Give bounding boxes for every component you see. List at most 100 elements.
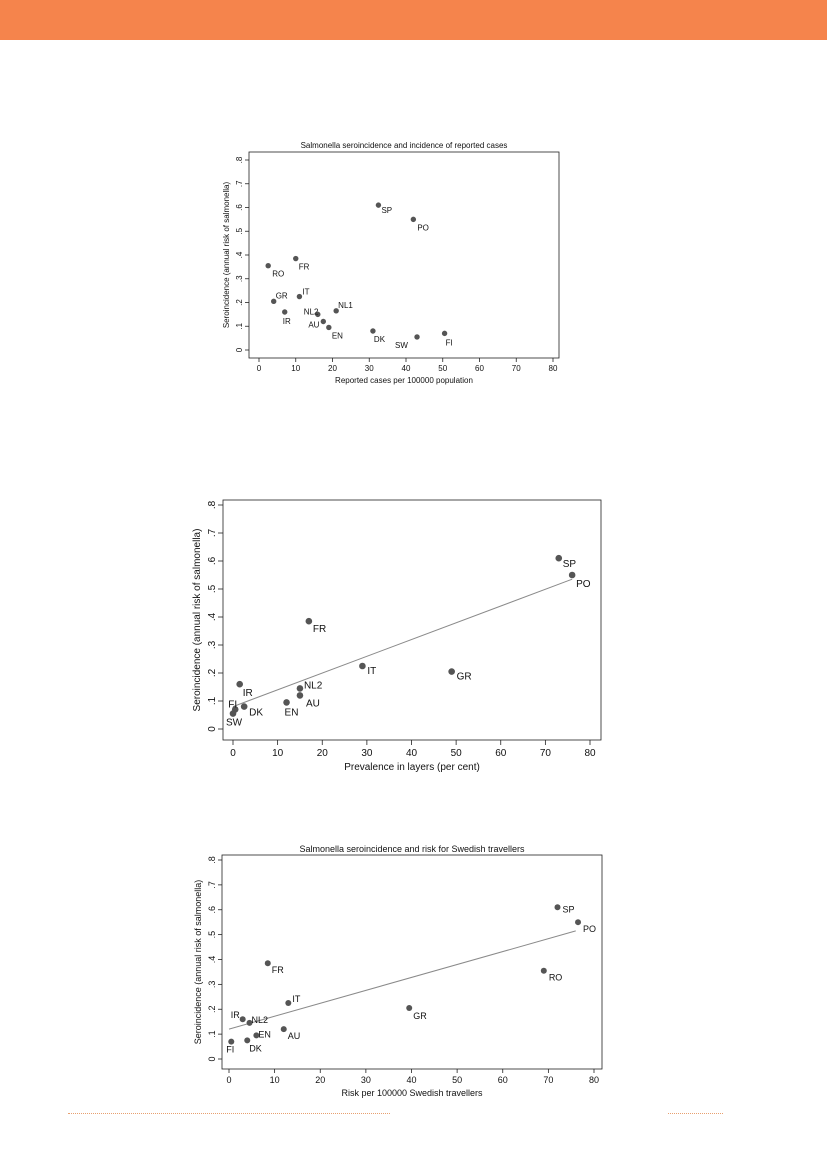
chart-1: Salmonella seroincidence and incidence o… xyxy=(222,141,560,385)
x-tick-label: 30 xyxy=(365,364,374,373)
data-point xyxy=(296,293,303,300)
data-point xyxy=(414,334,420,340)
y-tick-label: .7 xyxy=(207,528,218,537)
point-label: IT xyxy=(302,288,309,297)
x-tick-label: 10 xyxy=(291,364,300,373)
x-tick-label: 70 xyxy=(543,1075,553,1085)
plot-frame xyxy=(248,151,560,359)
plot-frame xyxy=(221,854,603,1070)
data-point xyxy=(264,960,271,967)
y-tick-label: .3 xyxy=(207,981,217,989)
point-label: NL1 xyxy=(338,301,353,310)
y-tick-label: .8 xyxy=(207,856,217,864)
x-tick-label: 70 xyxy=(512,364,521,373)
y-tick-label: .1 xyxy=(235,322,244,329)
y-tick-label: .5 xyxy=(207,931,217,939)
x-axis-label: Risk per 100000 Swedish travellers xyxy=(341,1088,483,1098)
footer-rule-left xyxy=(68,1113,390,1114)
data-point xyxy=(441,330,448,337)
point-label: IT xyxy=(367,666,376,677)
data-point xyxy=(244,1037,251,1044)
x-tick-label: 20 xyxy=(317,748,329,759)
point-label: IR xyxy=(231,1010,241,1020)
point-label: AU xyxy=(288,1031,301,1041)
x-tick-label: 60 xyxy=(498,1075,508,1085)
point-label: RO xyxy=(549,973,563,983)
point-label: PO xyxy=(583,924,596,934)
chart-title: Salmonella seroincidence and risk for Sw… xyxy=(299,844,525,854)
data-point xyxy=(282,309,288,315)
point-label: RO xyxy=(272,270,284,279)
point-label: GR xyxy=(413,1011,427,1021)
footer-rule-right xyxy=(668,1113,723,1114)
point-label: AU xyxy=(308,321,319,330)
data-point xyxy=(315,311,321,318)
x-tick-label: 20 xyxy=(315,1075,325,1085)
x-tick-label: 80 xyxy=(584,748,596,759)
x-axis-label: Prevalence in layers (per cent) xyxy=(344,762,480,773)
y-tick-label: .8 xyxy=(235,156,244,163)
chart-title: Salmonella seroincidence and incidence o… xyxy=(301,141,508,150)
data-point xyxy=(283,699,290,706)
y-tick-label: .4 xyxy=(235,251,244,258)
point-label: FR xyxy=(299,263,310,272)
y-tick-label: .7 xyxy=(207,881,217,889)
y-tick-label: .2 xyxy=(235,299,244,306)
data-point xyxy=(296,685,304,692)
data-point xyxy=(370,328,376,334)
data-point xyxy=(410,216,417,223)
data-point xyxy=(554,904,561,911)
x-tick-label: 40 xyxy=(402,364,411,373)
data-point xyxy=(305,617,313,625)
point-label: IR xyxy=(243,688,253,699)
point-label: PO xyxy=(576,579,591,590)
x-tick-label: 50 xyxy=(452,1075,462,1085)
data-point xyxy=(253,1032,260,1039)
data-point xyxy=(229,710,237,717)
y-tick-label: .1 xyxy=(207,1030,217,1038)
data-point xyxy=(285,1000,292,1007)
point-label: DK xyxy=(249,708,263,719)
point-label: FI xyxy=(228,699,237,710)
point-label: FI xyxy=(226,1045,234,1055)
data-point xyxy=(239,1016,246,1023)
x-tick-label: 0 xyxy=(226,1075,231,1085)
point-label: SP xyxy=(563,559,577,570)
y-tick-label: 0 xyxy=(207,726,218,732)
data-point xyxy=(375,202,382,208)
fit-line xyxy=(232,578,573,708)
data-point xyxy=(448,668,455,675)
y-axis-label: Seroincidence (annual risk of salmonella… xyxy=(192,529,203,712)
x-tick-label: 50 xyxy=(438,364,447,373)
data-point xyxy=(320,318,327,325)
point-label: EN xyxy=(332,331,343,340)
y-tick-label: .5 xyxy=(235,227,244,234)
point-label: EN xyxy=(258,1029,271,1039)
x-tick-label: 80 xyxy=(589,1075,599,1085)
data-point xyxy=(246,1019,253,1026)
x-tick-label: 40 xyxy=(406,748,418,759)
y-tick-label: .3 xyxy=(235,275,244,282)
point-label: DK xyxy=(374,335,386,344)
point-label: SW xyxy=(395,341,408,350)
point-label: IT xyxy=(292,994,301,1004)
chart-2: 0 10 20 30 40 50 60 70 80 0 .1 .2 .3 .4 .5 .6 .7 .8 Preval… xyxy=(192,499,602,773)
point-label: NL2 xyxy=(252,1015,269,1025)
y-tick-label: .1 xyxy=(207,696,218,705)
x-tick-label: 0 xyxy=(257,364,262,373)
y-tick-label: .6 xyxy=(207,906,217,914)
point-label: FI xyxy=(446,338,453,347)
x-tick-label: 70 xyxy=(540,748,552,759)
point-label: DK xyxy=(249,1043,262,1053)
plot-frame xyxy=(222,499,602,741)
x-tick-label: 30 xyxy=(361,748,373,759)
x-tick-label: 80 xyxy=(549,364,558,373)
point-label: FR xyxy=(272,965,284,975)
data-point xyxy=(236,680,243,688)
data-point xyxy=(228,1038,235,1045)
data-point xyxy=(271,298,277,305)
data-point xyxy=(540,967,547,974)
y-tick-label: .7 xyxy=(235,180,244,187)
fit-line xyxy=(228,930,576,1030)
